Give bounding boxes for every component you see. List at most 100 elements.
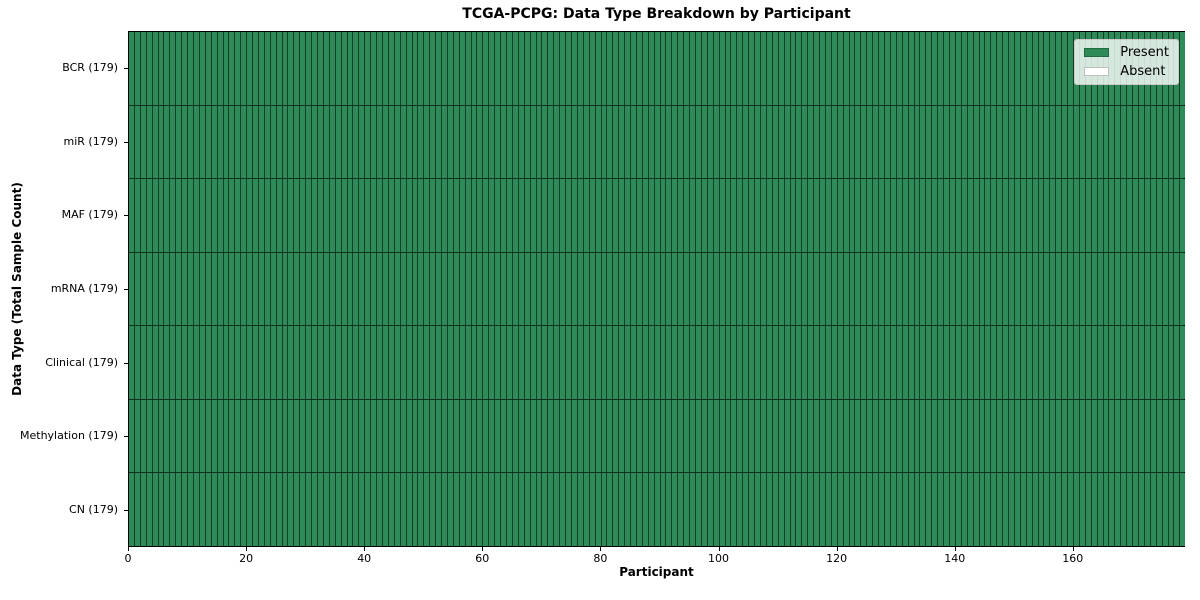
- heatmap-cell: [613, 105, 620, 179]
- heatmap-cell: [1085, 326, 1092, 399]
- heatmap-cell: [430, 252, 437, 326]
- heatmap-cell: [1014, 326, 1021, 399]
- heatmap-cell: [1144, 326, 1151, 399]
- heatmap-cell: [932, 326, 939, 399]
- heatmap-cell: [288, 179, 295, 252]
- heatmap-cell: [400, 32, 407, 105]
- heatmap-cell: [778, 179, 785, 252]
- heatmap-cell: [193, 473, 200, 547]
- heatmap-cell: [223, 179, 230, 252]
- heatmap-cell: [229, 252, 236, 326]
- heatmap-cell: [205, 399, 212, 473]
- heatmap-cell: [1109, 179, 1116, 252]
- heatmap-cell: [530, 399, 537, 473]
- heatmap-cell: [1097, 179, 1104, 252]
- heatmap-cell: [1133, 326, 1139, 399]
- heatmap-cell: [837, 252, 844, 326]
- heatmap-cell: [501, 179, 507, 252]
- heatmap-cell: [353, 473, 360, 547]
- heatmap-row-mrna: [129, 252, 1186, 327]
- heatmap-cell: [949, 105, 956, 179]
- y-tick-mark: [124, 436, 128, 438]
- heatmap-cell: [731, 252, 738, 326]
- heatmap-cell: [424, 399, 431, 473]
- heatmap-cell: [873, 473, 880, 547]
- heatmap-cell: [424, 32, 431, 105]
- heatmap-cell: [1085, 252, 1092, 326]
- heatmap-cell: [802, 252, 809, 326]
- heatmap-cell: [400, 326, 407, 399]
- heatmap-cell: [613, 179, 620, 252]
- heatmap-cell: [1180, 32, 1186, 105]
- heatmap-cell: [371, 252, 378, 326]
- heatmap-cell: [453, 105, 460, 179]
- heatmap-cell: [985, 179, 992, 252]
- heatmap-cell: [938, 326, 945, 399]
- heatmap-cell: [831, 105, 838, 179]
- heatmap-cell: [1009, 473, 1015, 547]
- heatmap-cell: [453, 252, 460, 326]
- heatmap-cell: [908, 473, 915, 547]
- y-tick-label-maf: MAF (179): [61, 208, 118, 222]
- heatmap-cell: [229, 179, 236, 252]
- heatmap-cell: [1068, 473, 1074, 547]
- heatmap-cell: [802, 32, 809, 105]
- heatmap-cell: [548, 252, 555, 326]
- heatmap-cell: [471, 473, 478, 547]
- heatmap-cell: [666, 399, 673, 473]
- heatmap-cell: [1074, 399, 1080, 473]
- heatmap-cell: [766, 32, 773, 105]
- heatmap-cell: [890, 399, 897, 473]
- heatmap-cell: [1127, 252, 1134, 326]
- heatmap-cell: [802, 399, 809, 473]
- heatmap-cell: [1009, 326, 1015, 399]
- heatmap-cell: [625, 32, 632, 105]
- heatmap-cell: [778, 473, 785, 547]
- heatmap-cell: [424, 105, 431, 179]
- heatmap-cell: [241, 473, 248, 547]
- heatmap-cell: [164, 32, 171, 105]
- x-tick-label: 160: [1062, 552, 1084, 565]
- heatmap-cell: [536, 399, 543, 473]
- heatmap-cell: [211, 32, 218, 105]
- heatmap-cell: [158, 326, 165, 399]
- heatmap-cell: [134, 179, 141, 252]
- heatmap-cell: [341, 326, 348, 399]
- heatmap-cell: [648, 473, 655, 547]
- heatmap-cell: [318, 473, 324, 547]
- heatmap-cell: [654, 473, 661, 547]
- heatmap-cell: [808, 473, 815, 547]
- heatmap-cell: [902, 32, 909, 105]
- heatmap-cell: [418, 473, 425, 547]
- heatmap-cell: [388, 473, 395, 547]
- heatmap-cell: [997, 473, 1004, 547]
- heatmap-cell: [577, 179, 584, 252]
- heatmap-cell: [755, 252, 761, 326]
- heatmap-cell: [188, 252, 194, 326]
- heatmap-cell: [1121, 399, 1128, 473]
- heatmap-cell: [1127, 473, 1134, 547]
- heatmap-cell: [134, 399, 141, 473]
- heatmap-cell: [495, 473, 502, 547]
- heatmap-cell: [294, 32, 301, 105]
- heatmap-cell: [1074, 252, 1080, 326]
- heatmap-cell: [1168, 326, 1175, 399]
- heatmap-cell: [678, 326, 685, 399]
- heatmap-cell: [146, 252, 153, 326]
- heatmap-cell: [997, 399, 1004, 473]
- heatmap-cell: [885, 399, 891, 473]
- heatmap-cell: [589, 326, 596, 399]
- heatmap-cell: [796, 32, 803, 105]
- heatmap-cell: [949, 252, 956, 326]
- heatmap-cell: [371, 179, 378, 252]
- heatmap-cell: [129, 326, 135, 399]
- heatmap-cell: [589, 399, 596, 473]
- heatmap-cell: [276, 399, 283, 473]
- heatmap-cell: [1056, 399, 1063, 473]
- heatmap-cell: [235, 399, 242, 473]
- heatmap-cell: [979, 252, 986, 326]
- heatmap-cell: [377, 252, 383, 326]
- heatmap-cell: [678, 252, 685, 326]
- heatmap-cell: [1103, 105, 1110, 179]
- heatmap-cell: [902, 252, 909, 326]
